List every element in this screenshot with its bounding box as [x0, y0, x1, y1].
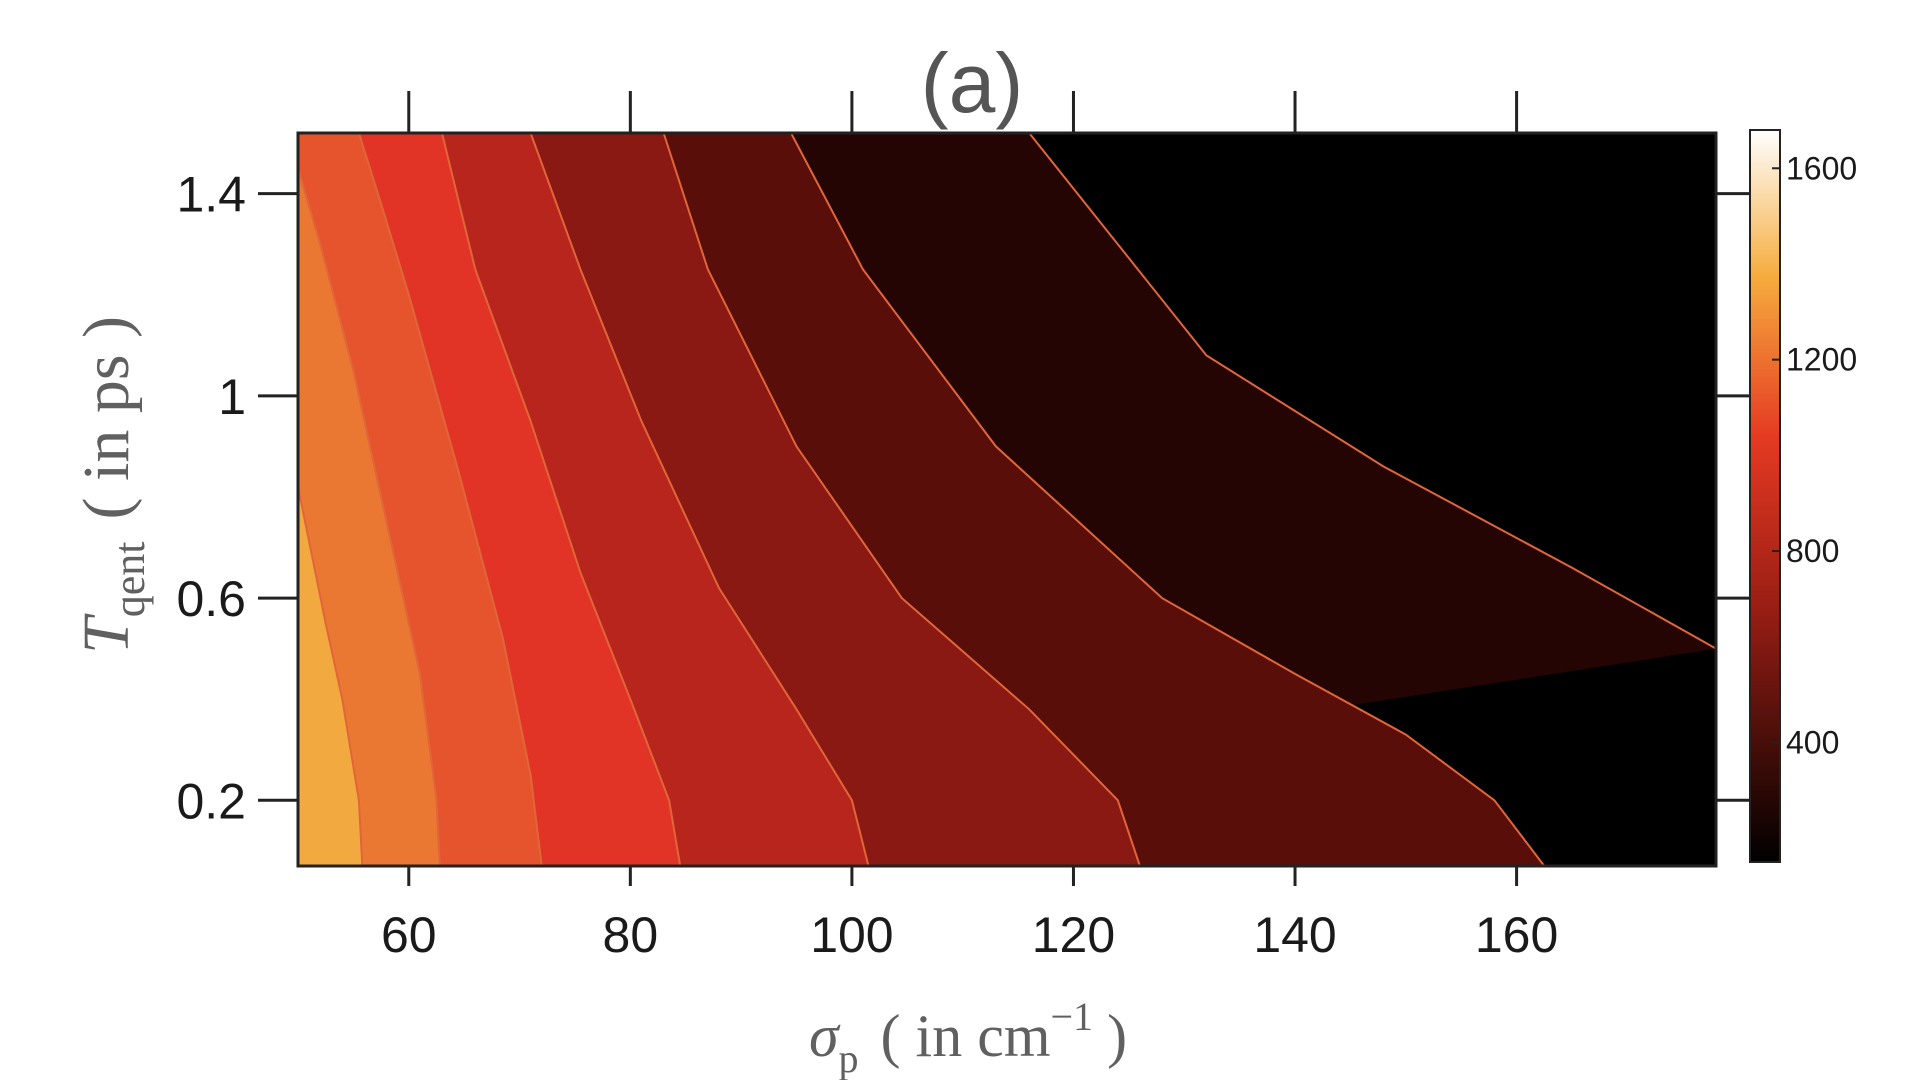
- plot-frame: [296, 131, 1718, 868]
- contour-line-band-5: [529, 133, 870, 866]
- x-tick-labels: 60 80 100 120 140 160: [381, 907, 1558, 963]
- x-tick-label: 100: [810, 907, 893, 963]
- x-tick-label: 140: [1253, 907, 1336, 963]
- colorbar-ticks: 400 800 1200 1600: [1772, 150, 1857, 760]
- contour-line-band-8: [1028, 133, 1716, 650]
- contour-line-band-1: [298, 486, 364, 866]
- y-axis-symbol: T: [70, 613, 143, 654]
- x-tick-label: 160: [1475, 907, 1558, 963]
- x-axis-unit-close: ): [1107, 1003, 1127, 1069]
- x-axis-label: σp ( in cm−1): [809, 994, 1127, 1080]
- contour-band-band-1: [298, 486, 363, 866]
- y-tick-label: 0.2: [176, 773, 246, 829]
- contour-line-band-7: [790, 133, 1546, 866]
- contour-line-band-2: [298, 168, 441, 866]
- y-tick-label: 1: [218, 369, 246, 425]
- colorbar-tick-label: 800: [1786, 533, 1839, 569]
- y-tick-label: 1.4: [176, 167, 246, 223]
- plot-area: [298, 133, 1716, 866]
- x-axis-unit: ( in cm: [881, 1003, 1051, 1069]
- colorbar-tick-label: 1200: [1786, 342, 1857, 378]
- y-axis-label: Tqent ( in ps ): [70, 316, 154, 654]
- y-axis-unit: ( in ps ): [70, 316, 143, 519]
- contour-line-band-4: [441, 133, 682, 866]
- colorbar-tick-label: 1600: [1786, 150, 1857, 186]
- x-tick-label: 120: [1032, 907, 1115, 963]
- x-axis-subscript: p: [839, 1036, 859, 1080]
- y-tick-label: 0.6: [176, 571, 246, 627]
- colorbar-tick-label: 400: [1786, 724, 1839, 760]
- x-tick-label: 80: [603, 907, 659, 963]
- colorbar: [1749, 129, 1781, 863]
- x-axis-superscript: −1: [1051, 994, 1094, 1039]
- panel-label: (a): [921, 36, 1024, 130]
- contour-line-band-6: [662, 133, 1141, 866]
- y-axis-subscript: qent: [105, 542, 154, 618]
- x-tick-label: 60: [381, 907, 437, 963]
- contour-line-band-3: [357, 133, 543, 866]
- y-tick-labels: 0.2 0.6 1 1.4: [176, 167, 246, 830]
- axis-ticks: [258, 91, 1756, 886]
- x-axis-symbol: σ: [809, 1003, 841, 1069]
